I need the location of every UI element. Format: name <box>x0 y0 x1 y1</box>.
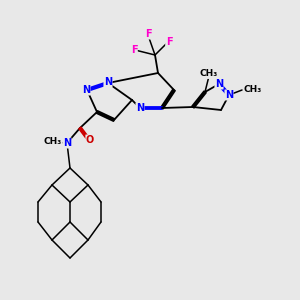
Text: N: N <box>225 90 233 100</box>
Text: F: F <box>145 29 151 39</box>
Text: CH₃: CH₃ <box>44 136 62 146</box>
Text: N: N <box>104 77 112 87</box>
Text: N: N <box>136 103 144 113</box>
Text: N: N <box>82 85 90 95</box>
Text: CH₃: CH₃ <box>244 85 262 94</box>
Text: O: O <box>86 135 94 145</box>
Text: CH₃: CH₃ <box>200 70 218 79</box>
Text: F: F <box>131 45 137 55</box>
Text: F: F <box>166 37 172 47</box>
Text: N: N <box>215 79 223 89</box>
Text: N: N <box>63 138 71 148</box>
